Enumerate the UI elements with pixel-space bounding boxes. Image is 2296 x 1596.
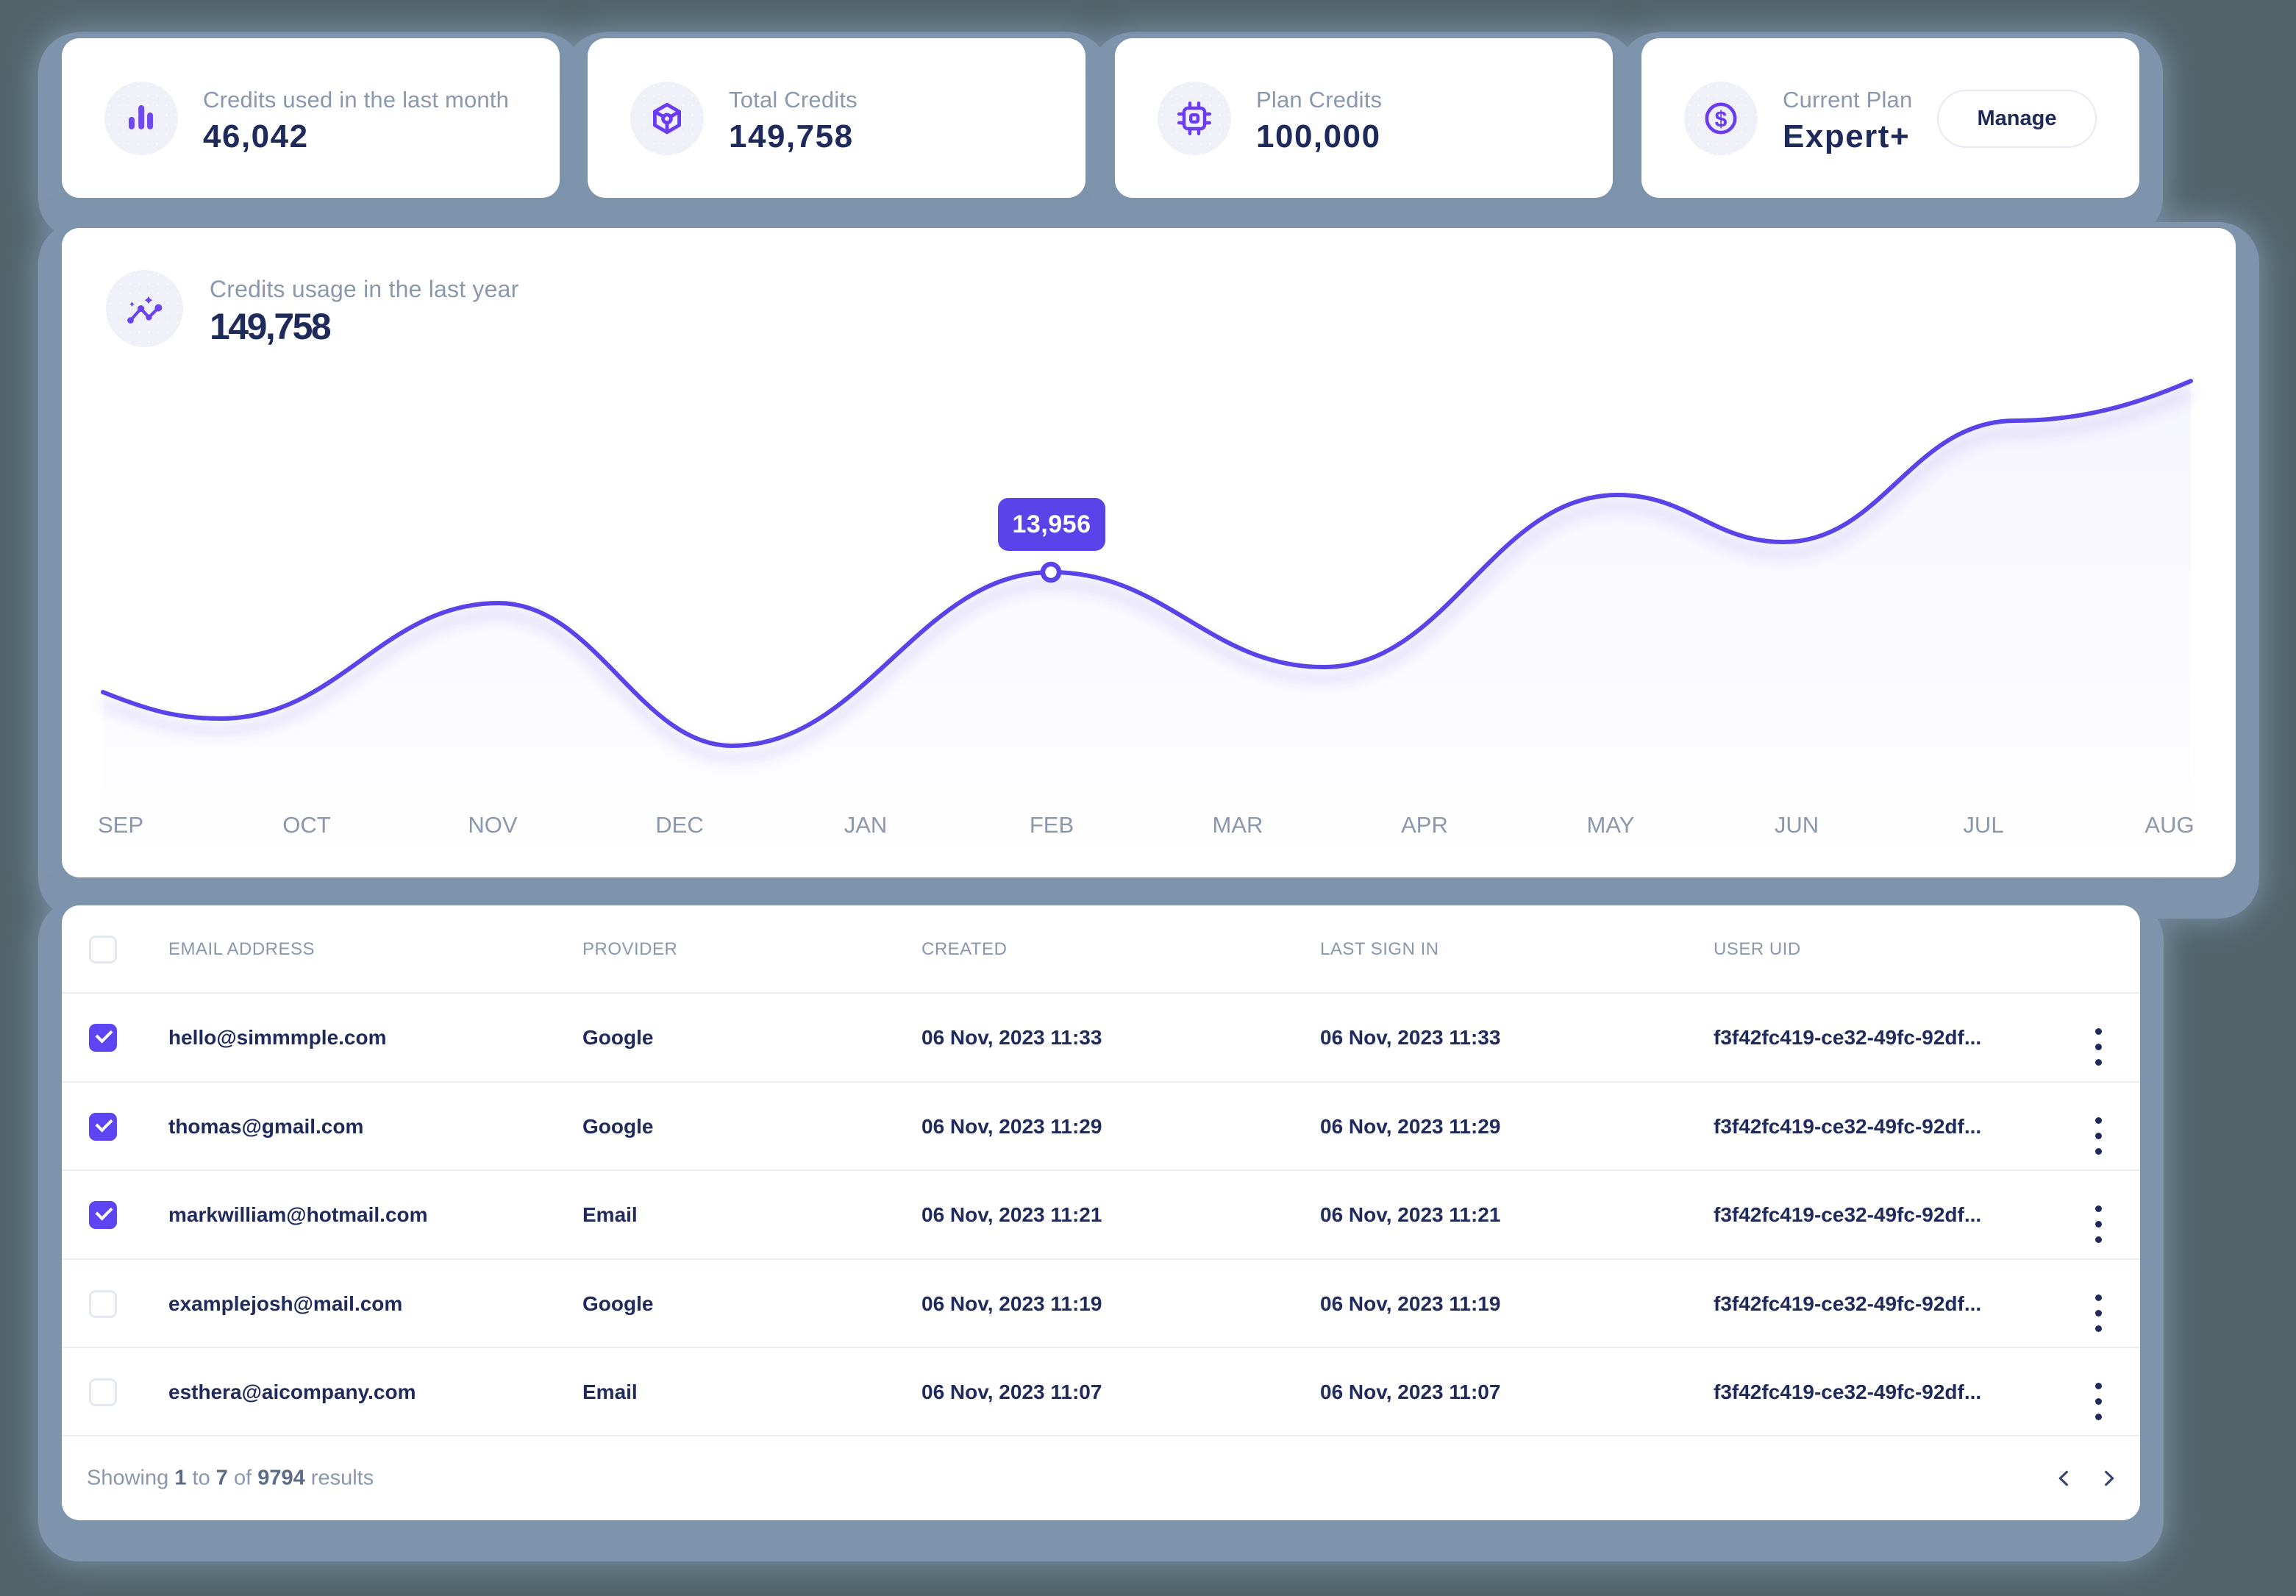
svg-text:$: $ <box>1715 107 1728 132</box>
